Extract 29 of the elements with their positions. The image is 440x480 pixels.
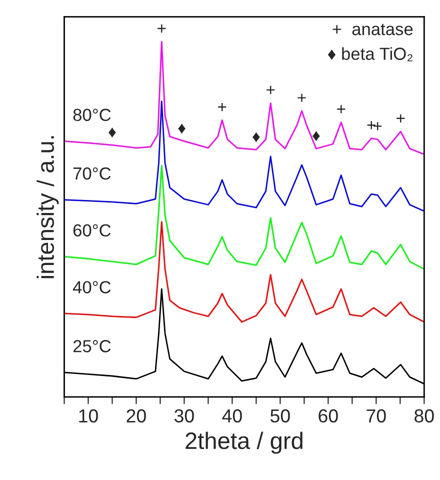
series-label: 25°C [73,340,111,352]
x-tick-label: 60 [318,409,338,423]
x-tick-label: 80 [414,409,434,423]
series-label: 40°C [72,281,111,294]
annotation: + [218,102,226,112]
x-axis-title: 2theta / grd [186,432,302,454]
series-label: 80°C [73,108,111,122]
annotation: ♦ [252,132,260,142]
text: + anatase [332,24,413,36]
annotation: ♦ beta TiO₂ [328,47,413,62]
y-axis-title: intensity / a.u. [36,136,59,278]
series-label: 70°C [73,167,111,180]
x-tick-label: 30 [174,409,194,423]
annotation: + [158,24,166,33]
annotation: + [367,121,376,130]
x-tick-label: 20 [126,409,146,423]
x-tick-label: 70 [366,409,386,423]
annotation: + [374,122,382,130]
x-tick-label: 10 [79,409,98,423]
annotation: + [298,94,306,102]
annotation: ♦ [178,124,186,134]
series-label: 60°C [73,224,111,237]
x-tick-label: 40 [222,409,242,423]
annotation: ♦ [108,127,116,138]
annotation: + [396,114,405,122]
annotation: ♦ [312,131,320,142]
x-tick-label: 50 [270,409,290,423]
annotation: + [266,86,275,94]
annotation: + [337,105,346,114]
